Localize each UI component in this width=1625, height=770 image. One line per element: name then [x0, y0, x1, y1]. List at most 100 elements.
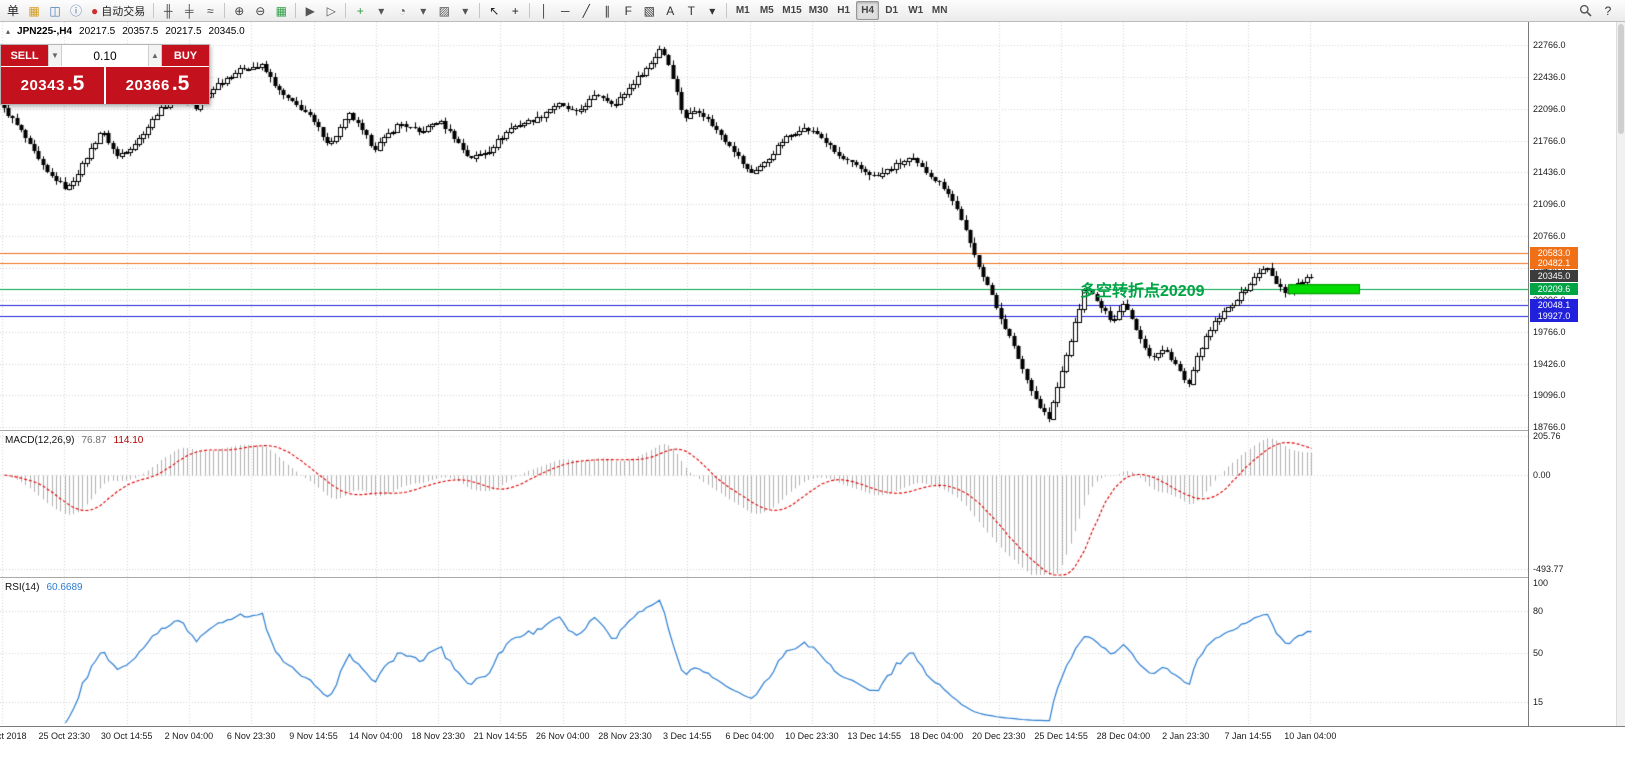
cursor-icon: ↖ — [489, 3, 500, 18]
text-icon[interactable]: A — [660, 1, 680, 20]
timeframe-m5-button[interactable]: M5 — [759, 5, 774, 16]
sell-button[interactable]: SELL — [1, 45, 48, 66]
sell-price-button[interactable]: 20343 .5 — [1, 67, 104, 104]
macd-value-signal: 114.10 — [113, 435, 144, 446]
chart-workspace: ▴ JPN225-,H4 20217.5 20357.5 20217.5 203… — [0, 22, 1625, 770]
toolbar-separator — [479, 3, 481, 18]
time-label: 26 Nov 04:00 — [535, 731, 590, 741]
timeframe-m15-button[interactable]: M15 — [782, 5, 802, 16]
indicators-icon[interactable]: + — [350, 1, 370, 20]
auto-scroll-icon[interactable]: ▶ — [300, 1, 320, 20]
arrows-dropdown-icon[interactable]: ▾ — [702, 1, 722, 20]
sell-price-main: 20343 — [20, 77, 65, 94]
symbol-search-button[interactable] — [1575, 1, 1596, 20]
lot-decrease-button[interactable]: ▼ — [48, 45, 62, 66]
price-chart-canvas[interactable] — [0, 22, 1528, 430]
macd-label-row: MACD(12,26,9) 76.87 114.10 — [5, 435, 143, 446]
autotrade-button[interactable]: ● 自动交易 — [87, 1, 149, 20]
data-window-icon[interactable]: ⓘ — [66, 1, 86, 20]
market-watch-icon[interactable]: ▦ — [24, 1, 44, 20]
chart-shift-icon: ▷ — [326, 3, 336, 18]
sell-price-frac: .5 — [66, 72, 85, 95]
price-tick: 22096.0 — [1533, 103, 1566, 114]
chart-shift-icon[interactable]: ▷ — [321, 1, 341, 20]
time-label: 18 Nov 23:30 — [411, 731, 465, 741]
timeframe-mn-button[interactable]: MN — [931, 5, 948, 16]
time-label: 2 Nov 04:00 — [164, 731, 214, 741]
indicators-caret-icon: ▾ — [378, 3, 385, 18]
shapes-icon[interactable]: ▧ — [639, 1, 659, 20]
chart-annotation-text: 多空转折点20209 — [1080, 283, 1205, 301]
time-label: 21 Nov 14:55 — [473, 731, 528, 741]
equidistant-channel-icon[interactable]: ∥ — [597, 1, 617, 20]
bar-chart-icon: ╫ — [164, 3, 173, 18]
macd-tick: -493.77 — [1533, 563, 1564, 574]
chart-header: ▴ JPN225-,H4 20217.5 20357.5 20217.5 203… — [6, 26, 245, 37]
time-label: 28 Nov 23:30 — [598, 731, 652, 741]
time-label: 6 Nov 23:30 — [226, 731, 276, 741]
rsi-tick: 15 — [1533, 697, 1544, 707]
horizontal-line-icon[interactable]: ─ — [555, 1, 575, 20]
text-label-icon[interactable]: T — [681, 1, 701, 20]
macd-label: MACD(12,26,9) — [5, 435, 75, 446]
buy-button[interactable]: BUY — [162, 45, 209, 66]
equidistant-channel-icon: ∥ — [604, 3, 611, 18]
time-label: 20 Dec 23:30 — [972, 731, 1026, 741]
templates-caret-icon[interactable]: ▾ — [455, 1, 475, 20]
time-label: 7 Jan 14:55 — [1224, 731, 1272, 741]
bar-chart-icon[interactable]: ╫ — [158, 1, 178, 20]
indicators-caret-icon[interactable]: ▾ — [371, 1, 391, 20]
timeframe-h4-button[interactable]: H4 — [856, 1, 880, 20]
lot-size-input[interactable]: 0.10 — [62, 45, 148, 66]
chart-low-value: 20217.5 — [165, 26, 202, 37]
tile-windows-icon: ▦ — [275, 3, 287, 18]
scrollbar-thumb[interactable] — [1618, 24, 1624, 134]
fibonacci-icon[interactable]: F — [618, 1, 638, 20]
rsi-value: 60.6689 — [46, 582, 83, 593]
buy-price-button[interactable]: 20366 .5 — [104, 67, 209, 104]
indicators-icon: + — [356, 3, 364, 18]
timeframe-w1-button[interactable]: W1 — [908, 5, 924, 16]
buy-price-main: 20366 — [125, 77, 170, 94]
trendline-icon: ╱ — [582, 3, 590, 18]
tile-windows-icon[interactable]: ▦ — [271, 1, 291, 20]
price-tick: 22436.0 — [1533, 71, 1566, 82]
data-window-icon: ⓘ — [70, 3, 83, 18]
zoom-out-icon[interactable]: ⊖ — [250, 1, 270, 20]
rsi-label-row: RSI(14) 60.6689 — [5, 582, 83, 593]
candlestick-chart-icon[interactable]: ╪ — [179, 1, 199, 20]
zoom-out-icon: ⊖ — [255, 3, 266, 18]
time-label: 18 Dec 04:00 — [909, 731, 964, 741]
templates-icon[interactable]: ▨ — [434, 1, 454, 20]
crosshair-icon[interactable]: + — [505, 1, 525, 20]
timeframe-m1-button[interactable]: M1 — [735, 5, 750, 16]
timeframe-h1-button[interactable]: H1 — [837, 5, 851, 16]
rsi-label: RSI(14) — [5, 582, 40, 593]
timeframe-m30-button[interactable]: M30 — [808, 5, 829, 16]
buy-price-frac: .5 — [171, 72, 190, 95]
periods-caret-icon[interactable]: ▾ — [413, 1, 433, 20]
help-button[interactable]: ? — [1598, 1, 1618, 20]
one-click-toggle-icon[interactable]: ▴ — [6, 27, 11, 36]
toolbar-separator — [726, 3, 728, 18]
timeframe-d1-button[interactable]: D1 — [885, 5, 899, 16]
macd-indicator-canvas[interactable] — [0, 432, 1528, 577]
trendline-icon[interactable]: ╱ — [576, 1, 596, 20]
periods-icon[interactable]: ◔ — [392, 1, 412, 20]
vertical-line-icon[interactable]: │ — [534, 1, 554, 20]
time-label: 30 Oct 14:55 — [100, 731, 153, 741]
price-tick: 22766.0 — [1533, 40, 1566, 50]
line-chart-icon[interactable]: ≈ — [200, 1, 220, 20]
navigator-icon[interactable]: ◫ — [45, 1, 65, 20]
vertical-scrollbar[interactable] — [1616, 22, 1625, 726]
pane-splitter[interactable] — [0, 577, 1625, 579]
zoom-in-icon[interactable]: ⊕ — [229, 1, 249, 20]
lot-increase-button[interactable]: ▲ — [148, 45, 162, 66]
main-toolbar: 单 ▦ ◫ ⓘ ● 自动交易 ╫ ╪ ≈ ⊕ ⊖ ▦ ▶ ▷ + ▾ ◔ ▾ ▨ ▾ ↖ + │ ─ ╱ ∥ F ▧ A T ▾ M1 M5 M1… — [0, 0, 1625, 22]
candlestick-chart-icon: ╪ — [185, 3, 194, 18]
pane-splitter[interactable] — [0, 430, 1625, 432]
market-watch-icon: ▦ — [28, 3, 40, 18]
cursor-icon[interactable]: ↖ — [484, 1, 504, 20]
new-order-button[interactable]: 单 — [3, 1, 23, 20]
rsi-indicator-canvas[interactable] — [0, 579, 1528, 726]
